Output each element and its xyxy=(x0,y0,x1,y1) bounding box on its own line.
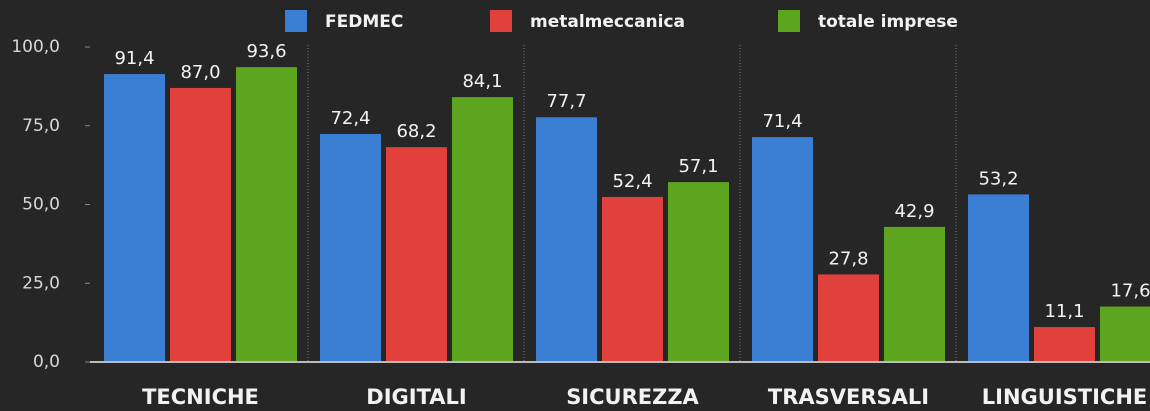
value-label: 52,4 xyxy=(612,171,652,192)
value-label: 91,4 xyxy=(114,48,154,69)
legend-swatch xyxy=(285,10,307,32)
bar xyxy=(170,87,231,362)
value-label: 68,2 xyxy=(396,121,436,142)
bar xyxy=(452,97,513,363)
value-label: 57,1 xyxy=(678,156,718,177)
value-label: 42,9 xyxy=(894,201,934,222)
bar xyxy=(968,194,1029,362)
bar xyxy=(320,133,381,362)
bar xyxy=(1034,327,1095,362)
value-label: 84,1 xyxy=(462,71,502,92)
value-label: 72,4 xyxy=(330,108,370,129)
x-tick-label: TECNICHE xyxy=(142,385,259,409)
bar xyxy=(536,117,597,363)
y-tick-label: 100,0 xyxy=(11,37,60,57)
legend-swatch xyxy=(490,10,512,32)
y-tick-label: 50,0 xyxy=(22,195,60,215)
bar xyxy=(236,67,297,362)
value-label: 11,1 xyxy=(1044,301,1084,322)
y-tick-label: 0,0 xyxy=(33,352,60,372)
y-tick-label: 75,0 xyxy=(22,116,60,136)
bar xyxy=(386,147,447,362)
bar xyxy=(602,196,663,362)
value-label: 87,0 xyxy=(180,62,220,83)
legend-label: totale imprese xyxy=(818,12,958,32)
value-label: 53,2 xyxy=(978,168,1018,189)
legend-label: FEDMEC xyxy=(325,12,403,32)
value-label: 93,6 xyxy=(246,41,286,62)
bar xyxy=(104,74,165,362)
legend-swatch xyxy=(778,10,800,32)
x-tick-label: DIGITALI xyxy=(366,385,466,409)
legend-label: metalmeccanica xyxy=(530,12,685,32)
value-label: 71,4 xyxy=(762,111,802,132)
x-tick-label: SICUREZZA xyxy=(566,385,699,409)
x-tick-label: LINGUISTICHE xyxy=(982,385,1147,409)
bar xyxy=(668,182,729,362)
value-label: 77,7 xyxy=(546,91,586,112)
value-label: 17,6 xyxy=(1110,281,1150,302)
bar xyxy=(1100,306,1150,362)
bar xyxy=(752,137,813,362)
value-label: 27,8 xyxy=(828,248,868,269)
bar xyxy=(818,274,879,362)
x-tick-label: TRASVERSALI xyxy=(768,385,929,409)
y-tick-label: 25,0 xyxy=(22,273,60,293)
bar xyxy=(884,226,945,362)
